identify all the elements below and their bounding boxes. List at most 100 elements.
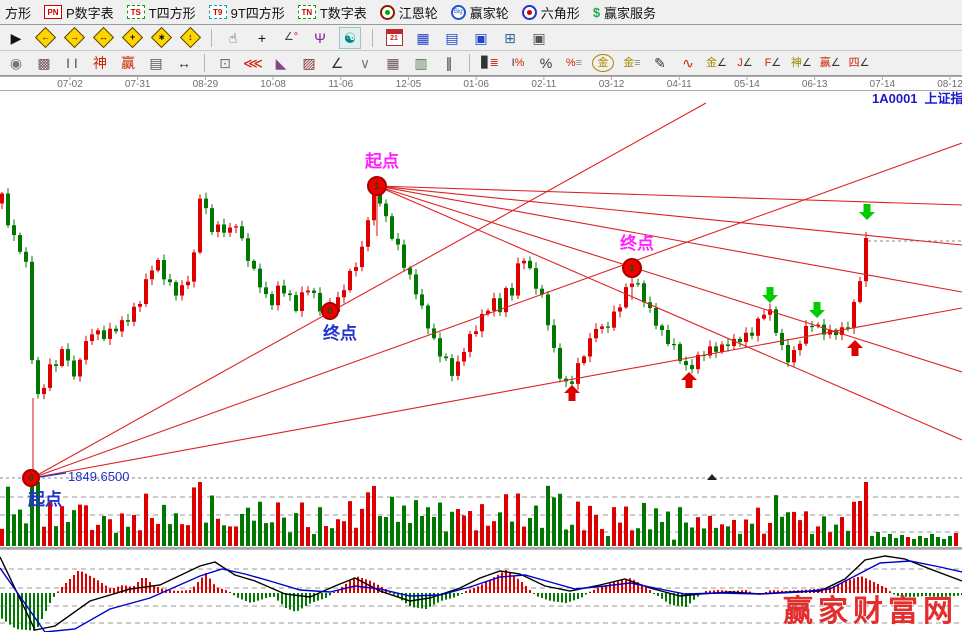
menu-item-sifangxing[interactable]: 方形 [5,3,31,22]
gann-diamond-right-button[interactable]: → [63,26,85,49]
menu-item-yingjiafuwu-icon: $ [592,4,601,20]
menu-item-liujiaoxing[interactable]: 六角形 [521,3,580,22]
signal-arrow-up [847,340,863,356]
gann-shape-tool-button[interactable]: Ψ [310,28,330,48]
zigzag-tool[interactable]: ∨ [355,53,375,73]
macd-hist-bar [745,590,747,593]
j-angle-tool[interactable]: J ∠ [735,53,755,73]
chart-canvas[interactable]: 07-02 07-31 08-29 10-08 11-06 12-05 01-06 02-11… [0,76,962,632]
grid-tool[interactable]: ▦ [383,53,403,73]
volume-bar [948,536,952,546]
macd-hist-bar [953,593,955,597]
report-button[interactable]: ▤ [442,28,462,48]
gann-diamond-cross-button[interactable]: + [121,26,143,49]
volume-bar [306,527,310,546]
menu-item-jiangenlun[interactable]: 江恩轮 [379,3,438,22]
gann-point-dot[interactable]: 1 [367,176,387,196]
volume-bar [186,525,190,546]
si-angle-tool[interactable]: 四 ∠ [849,53,870,73]
candle-body [300,292,304,311]
ruler-tool[interactable]: ▤ [146,53,166,73]
macd-hist-bar [193,586,195,593]
f-angle-tool[interactable]: F ∠ [763,53,783,73]
macd-hist-bar [473,587,475,593]
shen-grid-tool-icon: 神 [93,55,107,71]
menu-item-p-shuzibiao[interactable]: PN P数字表 [44,3,114,22]
gann-diamond-vertical-button[interactable]: ↕ [179,26,201,49]
axis-date-label: 07-14 [870,79,896,90]
fan-box-tool[interactable]: ◣ [271,53,291,73]
box-select-tool[interactable]: ⊡ [215,53,235,73]
macd-hist-bar [541,593,543,598]
menu-item-t-sifangxing[interactable]: TS T四方形 [126,3,196,22]
calendar-button[interactable]: 21 [384,28,404,48]
percent-tool[interactable]: % [536,53,556,73]
menu-item-yingjiafuwu[interactable]: $ 赢家服务 [593,3,656,22]
gold-circle-tool[interactable]: 金 [592,54,614,72]
percent-levels-tool[interactable]: % ≡ [564,53,584,73]
diagonal-box-tool[interactable]: ▨ [299,53,319,73]
stats-table-tool[interactable]: ▊ ≣ [480,53,500,73]
gann-point-dot[interactable]: 1 [622,258,642,278]
menu-item-9t-sifangxing[interactable]: T9 9T四方形 [208,3,285,22]
measure-width-tool[interactable]: ↔ [174,53,194,73]
gold-angle-tool[interactable]: 金 ∠ [706,53,727,73]
volume-bar [504,494,508,546]
menu-item-yingjialun[interactable]: Big 赢家轮 [450,3,509,22]
copy-chart-button[interactable]: ⊞ [500,28,520,48]
macd-hist-bar [57,591,59,593]
j-angle-tool-icon: ∠ [742,56,753,69]
gann-wheel-tool[interactable]: ◉ [6,53,26,73]
candle-body [240,226,244,239]
wave-tool[interactable]: ∿ [678,53,698,73]
parallel-lines-tool[interactable]: ∥ [439,53,459,73]
print-button[interactable]: ▣ [529,28,549,48]
pen-tool[interactable]: ✎ [650,53,670,73]
candle-body [90,334,94,342]
gann-point-dot[interactable]: 0 [321,302,339,320]
gann-diamond-star-button[interactable]: ∗ [150,26,172,49]
macd-hist-bar [705,591,707,593]
fan-lines-tool[interactable]: ⋘ [243,53,263,73]
gold-levels-tool[interactable]: 金 ≡ [622,53,642,73]
volume-bar [852,501,856,546]
gann-diamond-left-button-icon: ← [34,26,56,49]
angle-measure-button[interactable]: ∠ ° [281,28,301,48]
point-label[interactable]: 终点 [323,323,357,343]
save-button[interactable]: ▣ [471,28,491,48]
angle-lines-tool[interactable]: ∠ [327,53,347,73]
square-wheel-tool[interactable]: ▩ [34,53,54,73]
calculator-button[interactable]: ▦ [413,28,433,48]
volume-bar [138,530,142,546]
volume-bar [348,501,352,546]
j-angle-tool-icon: J [737,56,743,69]
menu-item-t-shuzibiao[interactable]: TN T数字表 [297,3,367,22]
gold-angle-tool-icon: 金 [706,56,717,69]
shen-angle-tool[interactable]: 神 ∠ [791,53,812,73]
ying-grid-tool[interactable]: 赢 [118,53,138,73]
smart-analysis-button[interactable]: ☯ [339,26,361,49]
hand-tool-button[interactable]: ☝ [223,28,243,48]
macd-hist-bar [873,582,875,593]
percent-line-tool[interactable]: Ι% [508,53,528,73]
grid-overlay-tool[interactable]: ▥ [411,53,431,73]
candle-body [48,364,52,388]
hand-tool-button-icon: ☝ [228,29,238,46]
macd-hist-bar [169,590,171,593]
gann-marks-tool[interactable]: Ι Ι [62,53,82,73]
gann-diamond-left-button[interactable]: ← [34,26,56,49]
macd-hist-bar [157,587,159,593]
point-label[interactable]: 起点 [27,489,62,509]
gann-point-dot[interactable]: 0 [22,469,40,487]
shen-grid-tool[interactable]: 神 [90,53,110,73]
volume-bar [432,516,436,546]
macd-hist-bar [545,593,547,600]
gann-diamond-horizontal-button[interactable]: ↔ [92,26,114,49]
crosshair-tool-button[interactable]: + [252,28,272,48]
ying-angle-tool[interactable]: 赢 ∠ [820,53,841,73]
point-label[interactable]: 起点 [364,151,399,171]
point-label[interactable]: 终点 [620,233,654,253]
fan-box-tool-icon: ◣ [275,55,287,71]
pointer-tool-button[interactable]: ▶ [6,28,26,48]
macd-hist-bar [181,590,183,593]
